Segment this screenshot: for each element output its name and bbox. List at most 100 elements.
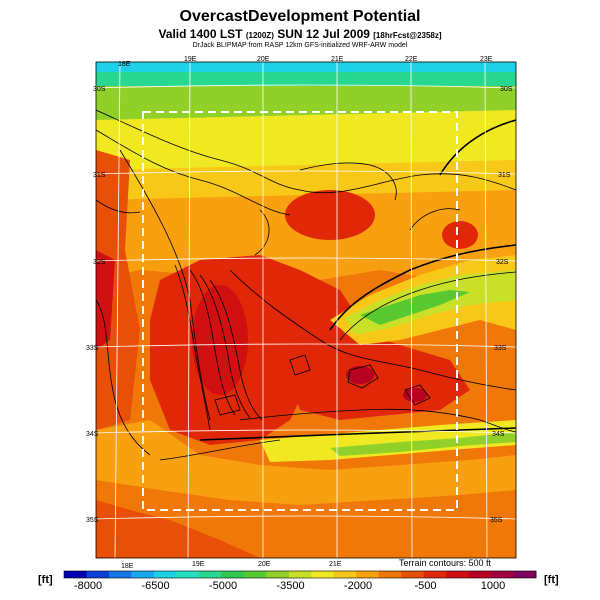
graticule-line: [95, 170, 517, 175]
valid-main: Valid 1400 LST: [158, 27, 243, 41]
colorbar-swatch: [311, 571, 335, 578]
field-zone: [330, 432, 516, 456]
colorbar-swatch: [86, 571, 110, 578]
valid-code: (1200Z): [245, 31, 274, 40]
map-field: [96, 62, 516, 558]
graticule-line: [114, 61, 121, 559]
graticule-line: [95, 429, 517, 434]
terrain-contour: [199, 274, 251, 419]
unit-label-right: [ft]: [544, 574, 559, 586]
lon-label-bottom: 20E: [258, 561, 271, 568]
colorbar-swatch: [64, 571, 87, 578]
map-frame: [95, 61, 517, 559]
terrain-contour: [299, 162, 397, 201]
lon-label-top: 19E: [184, 56, 197, 63]
field-band: [96, 62, 516, 72]
valid-fcst: [18hrFcst@2358z]: [373, 31, 442, 40]
chart-title: OvercastDevelopment Potential: [179, 8, 421, 25]
lon-label-top: 21E: [331, 56, 344, 63]
terrain-contour: [214, 394, 241, 416]
lat-label-left: 30S: [93, 86, 106, 93]
terrain-contour: [347, 364, 379, 389]
colorbar-tick-label: -6500: [141, 580, 170, 592]
lat-label-right: 35S: [490, 517, 503, 524]
lon-label-top: 22E: [405, 56, 418, 63]
terrain-contour-note: Terrain contours: 500 ft: [399, 558, 492, 568]
terrain-contour: [209, 279, 263, 421]
terrain-contour: [289, 354, 311, 376]
graticule-line: [95, 84, 517, 89]
terrain-contour: [339, 271, 516, 341]
terrain-contour: [119, 149, 211, 421]
lon-label-bottom: 18E: [121, 563, 134, 570]
lon-label-bottom: 19E: [192, 561, 205, 568]
lat-label-right: 31S: [498, 172, 511, 179]
lat-label-right: 30S: [500, 86, 513, 93]
colorbar-swatch: [446, 571, 470, 578]
terrain-contour: [329, 244, 516, 331]
field-zone: [96, 500, 260, 558]
field-zone: [96, 250, 115, 350]
lat-label-right: 33S: [494, 345, 507, 352]
terrain-contour: [96, 199, 141, 214]
field-cell: [346, 366, 374, 384]
unit-label-left: [ft]: [38, 574, 53, 586]
graticule-line: [95, 257, 517, 262]
lon-label-top: 20E: [257, 56, 270, 63]
colorbar-swatch: [513, 571, 537, 578]
graticule-line: [95, 343, 517, 348]
colorbar-swatch: [198, 571, 222, 578]
lat-label-left: 34S: [86, 431, 99, 438]
terrain-contour: [229, 269, 516, 391]
lon-label-top: 23E: [480, 56, 493, 63]
terrain-contour: [189, 269, 236, 416]
colorbar-tick-label: -3500: [276, 580, 305, 592]
colorbar-tick-label: -2000: [343, 580, 373, 592]
lat-label-left: 31S: [93, 172, 106, 179]
colorbar-swatch: [221, 571, 245, 578]
colorbar-swatch: [131, 571, 155, 578]
colorbar-swatch: [378, 571, 402, 578]
colorbar-swatch: [266, 571, 290, 578]
graticule-line: [484, 61, 488, 559]
lon-label-bottom: 21E: [329, 561, 342, 568]
terrain-contour: [409, 208, 461, 231]
colorbar-tick-label: 1000: [480, 580, 506, 592]
graticule-line: [95, 515, 517, 520]
field-cell: [403, 388, 427, 402]
lat-label-right: 32S: [496, 259, 509, 266]
terrain-contour: [239, 408, 516, 433]
model-credit: DrJack BLIPMAP from RASP 12km GFS-initia…: [192, 42, 408, 49]
terrain-contour: [96, 299, 151, 456]
colorbar-tick-label: -8000: [73, 580, 103, 592]
terrain-contour: [96, 109, 516, 194]
terrain-contour: [159, 439, 281, 461]
terrain-contour: [439, 119, 516, 176]
colorbar-swatch: [491, 571, 514, 578]
graticule-line: [410, 61, 413, 559]
colorbar-swatch: [468, 571, 492, 578]
colorbar-frame: [63, 570, 537, 579]
field-cell: [192, 285, 248, 395]
valid-time: Valid 1400 LST (1200Z) SUN 12 Jul 2009 […: [0, 27, 600, 41]
colorbar-swatch: [153, 571, 177, 578]
colorbar-swatch: [288, 571, 312, 578]
colorbar-tick-label: -500: [414, 580, 437, 592]
terrain-contour: [199, 427, 516, 441]
colorbar: [63, 570, 537, 579]
colorbar-swatch: [333, 571, 357, 578]
field-cell: [285, 190, 375, 240]
inner-domain-box: [142, 111, 458, 511]
terrain-contours: [96, 109, 516, 461]
colorbar-swatch: [176, 571, 200, 578]
graticule-line: [187, 61, 191, 559]
graticule: [95, 61, 517, 559]
valid-date: SUN 12 Jul 2009: [277, 27, 370, 41]
lat-label-left: 35S: [86, 517, 99, 524]
colorbar-swatch: [356, 571, 380, 578]
field-cell: [442, 221, 478, 249]
terrain-contour: [96, 129, 291, 216]
lat-label-right: 34S: [492, 431, 505, 438]
colorbar-swatch: [109, 571, 132, 578]
